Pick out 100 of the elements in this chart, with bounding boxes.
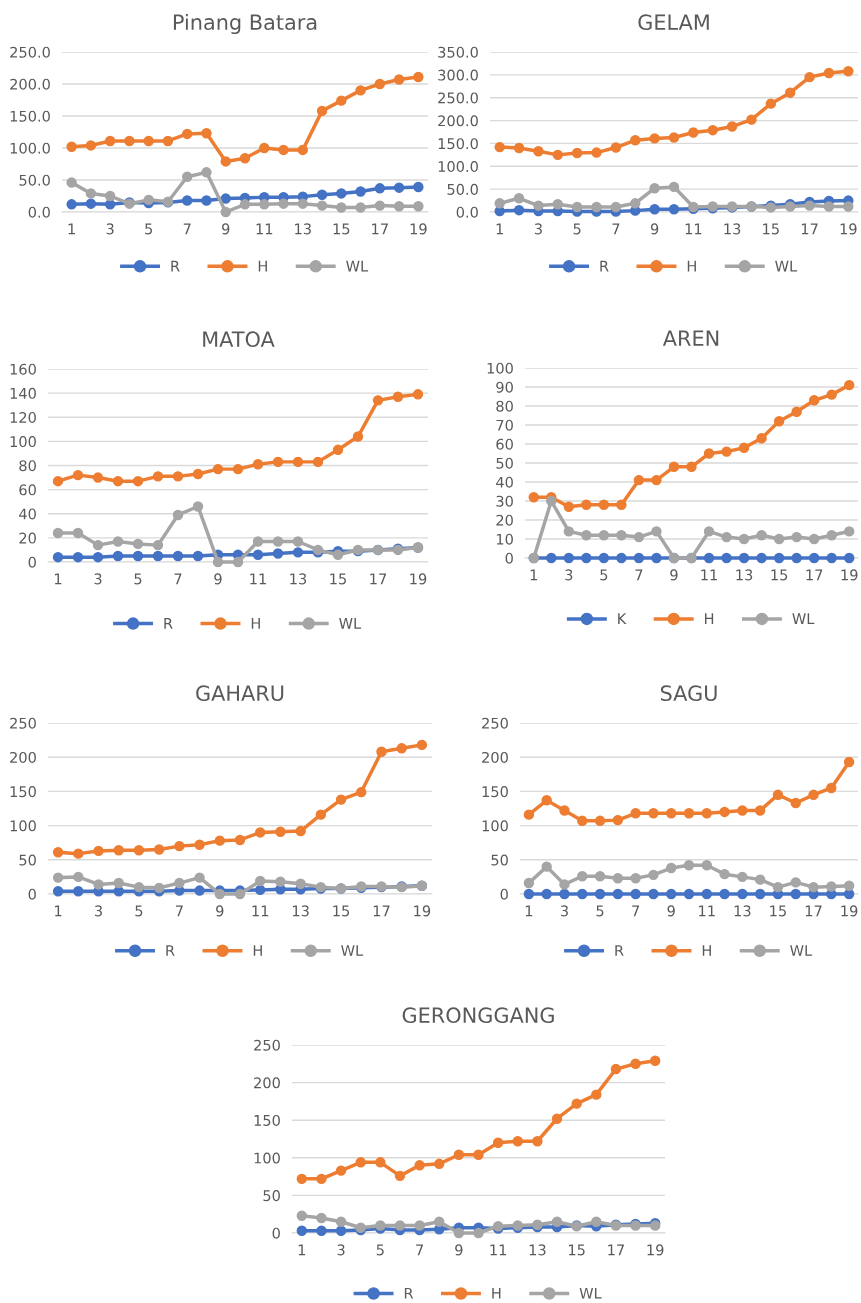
point (594, 888, 606, 900)
point (356, 786, 367, 798)
point (272, 456, 284, 468)
point (332, 444, 344, 456)
point (112, 475, 124, 487)
point (843, 65, 854, 77)
point (610, 201, 622, 213)
chart-title: GAHARU (196, 685, 284, 702)
point (201, 128, 212, 139)
x-tick-label: 9 (216, 905, 224, 917)
point (336, 202, 347, 213)
legend-label: R (615, 945, 624, 956)
point (686, 461, 697, 473)
x-tick-label: 9 (650, 223, 659, 235)
point (594, 871, 606, 882)
y-tick-label: 0 (505, 552, 513, 564)
point (292, 536, 304, 547)
x-tick-label: 3 (565, 569, 573, 581)
y-tick-label: 150.0 (10, 110, 50, 122)
point (721, 531, 732, 543)
point (252, 459, 264, 470)
x-tick-label: 5 (135, 905, 143, 917)
x-tick-label: 15 (333, 223, 350, 235)
point (843, 880, 855, 892)
y-tick-label: 50 (491, 854, 508, 866)
point (630, 198, 641, 209)
x-tick-label: 19 (841, 569, 858, 581)
point (513, 142, 525, 154)
point (296, 1225, 308, 1236)
legend-label: K (618, 613, 627, 625)
point (374, 200, 386, 211)
point (754, 874, 766, 885)
x-tick-label: 15 (771, 569, 788, 581)
point (773, 533, 785, 545)
point (668, 181, 680, 193)
point (719, 806, 730, 818)
point (668, 204, 680, 215)
point (843, 756, 855, 768)
point (541, 861, 552, 872)
point (598, 552, 610, 564)
x-tick-label: 17 (608, 1244, 624, 1256)
y-tick-label: 90 (496, 381, 513, 393)
point (666, 888, 677, 900)
x-tick-label: 17 (806, 569, 823, 581)
y-tick-label: 150 (10, 786, 36, 798)
chart-title: AREN (662, 330, 719, 346)
y-tick-label: 250 (482, 717, 508, 729)
y-tick-label: 60 (496, 438, 513, 450)
point (513, 204, 525, 216)
point (295, 825, 306, 837)
point (591, 147, 602, 158)
point (133, 881, 145, 893)
point (756, 552, 767, 564)
point (316, 1173, 327, 1185)
point (296, 1210, 308, 1221)
point (85, 140, 97, 151)
point (396, 743, 407, 754)
point (152, 539, 164, 551)
point (791, 552, 802, 564)
point (393, 74, 405, 85)
y-tick-label: 100.0 (10, 142, 50, 154)
x-tick-label: 1 (525, 905, 533, 917)
x-tick-label: 7 (635, 569, 643, 581)
point (808, 533, 820, 545)
point (738, 533, 750, 545)
point (826, 389, 837, 400)
point (551, 1113, 563, 1124)
y-tick-label: 100 (482, 820, 508, 832)
point (668, 132, 680, 143)
x-tick-label: 19 (647, 1244, 664, 1256)
x-tick-label: 9 (667, 905, 675, 917)
point (591, 201, 602, 213)
point (255, 827, 266, 838)
point (335, 1165, 347, 1176)
point (577, 888, 588, 900)
point (275, 826, 286, 837)
point (297, 144, 308, 156)
point (214, 835, 225, 846)
point (275, 876, 286, 887)
point (182, 128, 193, 140)
x-tick-label: 15 (333, 905, 350, 917)
point (394, 1170, 406, 1182)
x-tick-label: 1 (54, 573, 62, 585)
point (239, 153, 251, 164)
point (492, 1137, 504, 1148)
point (52, 475, 64, 487)
x-tick-label: 9 (214, 573, 222, 585)
x-tick-label: 17 (805, 905, 822, 917)
point (844, 526, 855, 537)
point (132, 475, 144, 487)
point (683, 808, 695, 819)
y-tick-label: 80 (496, 400, 513, 412)
point (416, 739, 428, 751)
point (85, 198, 97, 209)
point (721, 552, 732, 564)
point (648, 808, 659, 819)
x-tick-label: 5 (596, 905, 604, 917)
point (844, 552, 855, 564)
point (413, 71, 424, 83)
y-tick-label: 50 (263, 1190, 280, 1202)
